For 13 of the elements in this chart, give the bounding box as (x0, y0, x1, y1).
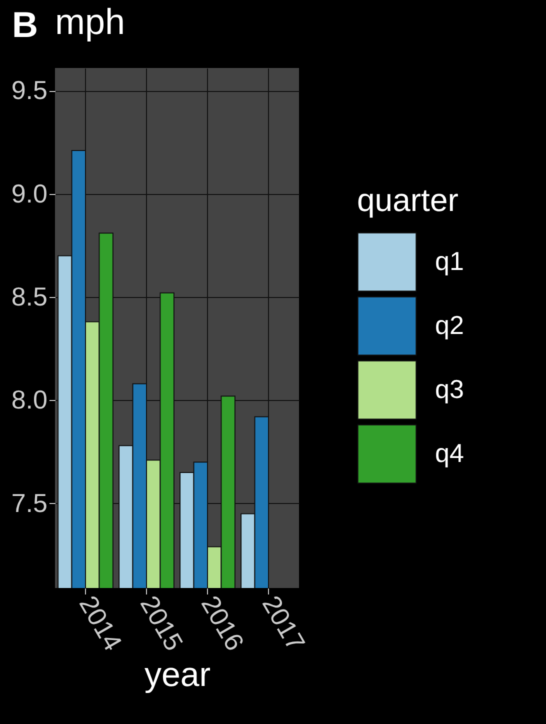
x-axis-title: year (144, 656, 211, 694)
y-tick-label: 9.5 (11, 75, 48, 106)
legend-title: quarter (357, 182, 459, 218)
legend-label: q1 (435, 246, 464, 276)
legend-label: q3 (435, 374, 464, 404)
legend-label: q2 (435, 310, 464, 340)
y-tick-label: 7.5 (11, 488, 48, 518)
y-tick-label: 9.0 (11, 178, 48, 208)
legend-label: q4 (435, 438, 464, 468)
chart-title: mph (55, 1, 126, 42)
y-tick-label: 8.5 (11, 282, 48, 312)
y-tick-label: 8.0 (11, 384, 48, 415)
text: B (12, 4, 38, 46)
